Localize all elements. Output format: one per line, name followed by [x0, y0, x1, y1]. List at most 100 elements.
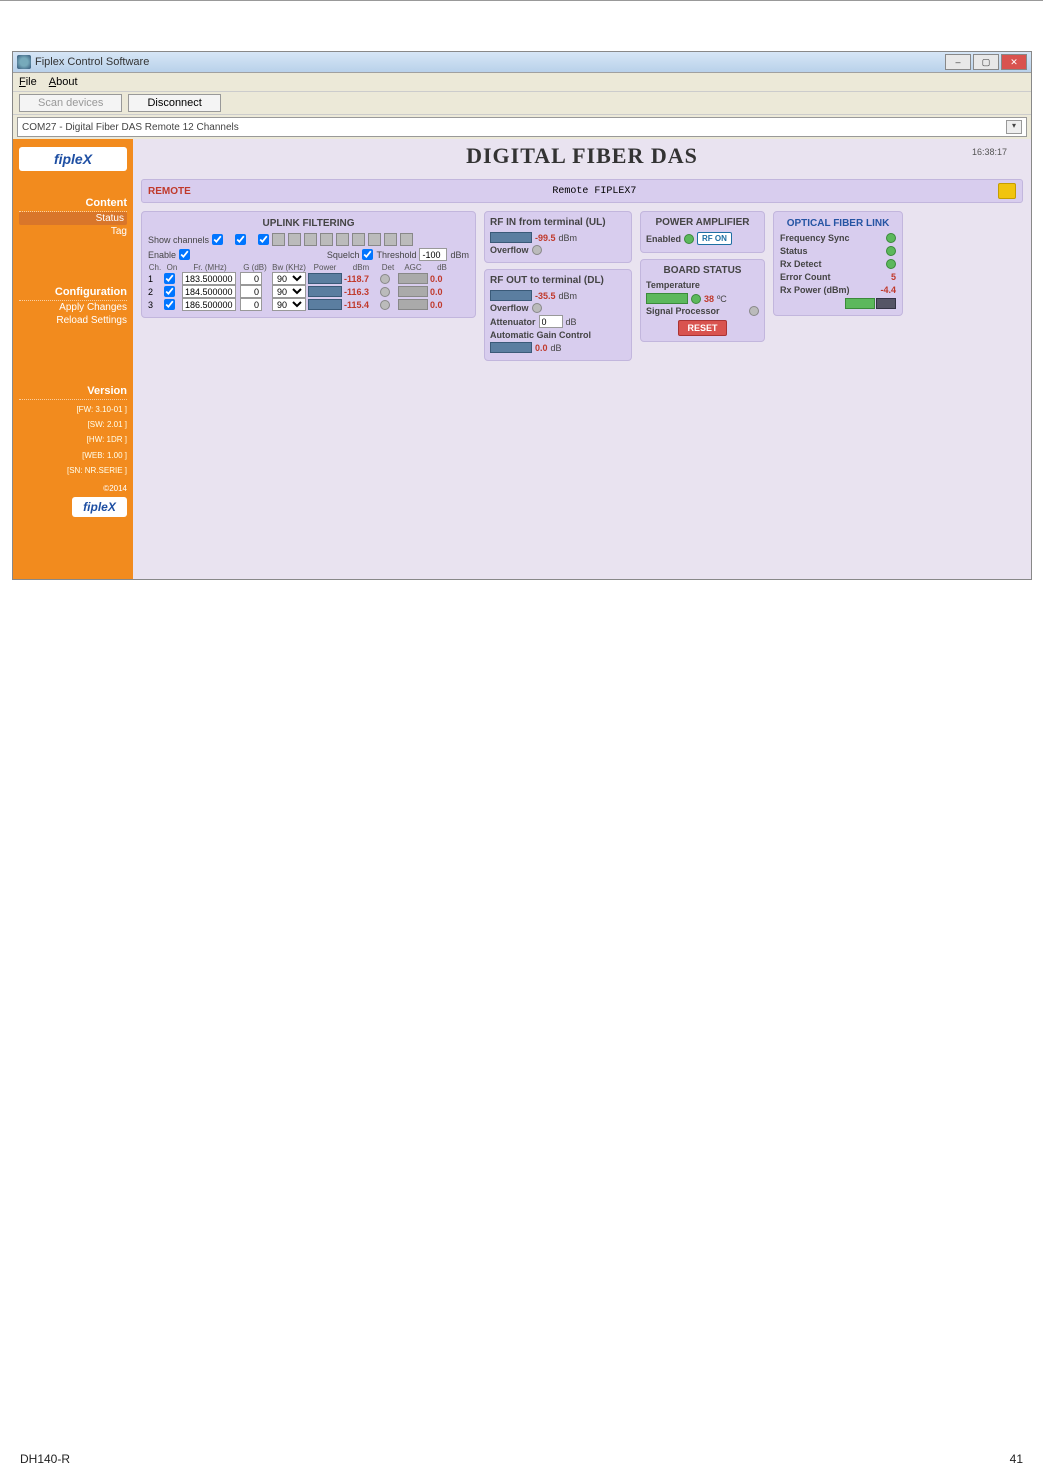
- show-ch-8[interactable]: [336, 233, 349, 246]
- disconnect-button[interactable]: Disconnect: [128, 94, 220, 112]
- pa-title: POWER AMPLIFIER: [646, 217, 759, 228]
- rf-out-panel: RF OUT to terminal (DL) -35.5 dBm Overfl…: [484, 269, 632, 361]
- optical-title: OPTICAL FIBER LINK: [780, 218, 896, 229]
- channel-row: 190-118.70.0: [148, 272, 469, 285]
- scan-devices-button[interactable]: Scan devices: [19, 94, 122, 112]
- rx-power-bar: [780, 298, 896, 309]
- ch-freq-input[interactable]: [182, 272, 236, 285]
- channel-row: 290-116.30.0: [148, 285, 469, 298]
- show-ch-7[interactable]: [320, 233, 333, 246]
- board-title: BOARD STATUS: [646, 265, 759, 276]
- show-ch-9[interactable]: [352, 233, 365, 246]
- rx-power-value: -4.4: [880, 285, 896, 295]
- sidebar-item-apply[interactable]: Apply Changes: [19, 301, 127, 314]
- sidebar-item-reload[interactable]: Reload Settings: [19, 314, 127, 327]
- agc-bar: [490, 342, 532, 353]
- version-sn: [SN: NR.SERIE ]: [19, 465, 127, 476]
- ch-on-checkbox[interactable]: [164, 273, 175, 284]
- show-ch-1[interactable]: [212, 234, 223, 245]
- ch-bw-select[interactable]: 90: [272, 285, 306, 298]
- rf-in-unit: dBm: [559, 233, 578, 243]
- temp-label: Temperature: [646, 280, 700, 290]
- show-ch-6[interactable]: [304, 233, 317, 246]
- copyright: ©2014: [19, 484, 127, 493]
- threshold-input[interactable]: [419, 248, 447, 261]
- error-count-label: Error Count: [780, 272, 831, 282]
- alert-icon[interactable]: [998, 183, 1016, 199]
- sp-label: Signal Processor: [646, 306, 720, 316]
- rf-in-overflow-led: [532, 245, 542, 255]
- ch-gain-input[interactable]: [240, 285, 262, 298]
- ch-det-led: [380, 300, 390, 310]
- version-hw: [HW: 1DR ]: [19, 434, 127, 445]
- sidebar-item-status[interactable]: Status: [19, 212, 127, 225]
- ch-agc-bar: [398, 299, 428, 310]
- freq-sync-led: [886, 233, 896, 243]
- ch-det-led: [380, 287, 390, 297]
- error-count-value: 5: [891, 272, 896, 282]
- page-footer: DH140-R 41: [20, 1452, 1023, 1466]
- version-sw: [SW: 2.01 ]: [19, 419, 127, 430]
- show-ch-3[interactable]: [258, 234, 269, 245]
- maximize-button[interactable]: ▢: [973, 54, 999, 70]
- rf-out-overflow-led: [532, 303, 542, 313]
- logo-footer: fipleX: [72, 497, 127, 517]
- ch-bw-select[interactable]: 90: [272, 298, 306, 311]
- ch-bw-select[interactable]: 90: [272, 272, 306, 285]
- sidebar-item-tag[interactable]: Tag: [19, 225, 127, 238]
- rx-power-label: Rx Power (dBm): [780, 285, 850, 295]
- chevron-down-icon: ▾: [1006, 120, 1022, 134]
- rf-in-bar: [490, 232, 532, 243]
- show-ch-4[interactable]: [272, 233, 285, 246]
- show-ch-2[interactable]: [235, 234, 246, 245]
- show-ch-11[interactable]: [384, 233, 397, 246]
- ch-num: 3: [148, 300, 162, 310]
- reset-button[interactable]: RESET: [678, 320, 726, 336]
- page-title: DIGITAL FIBER DAS: [141, 143, 1023, 169]
- menu-file[interactable]: FFileile: [19, 76, 37, 88]
- ch-freq-input[interactable]: [182, 298, 236, 311]
- agc-label: Automatic Gain Control: [490, 330, 591, 340]
- ch-agc-db: 0.0: [430, 287, 454, 297]
- sidebar-section-version: Version: [19, 385, 127, 400]
- show-ch-10[interactable]: [368, 233, 381, 246]
- rf-out-value: -35.5: [535, 291, 556, 301]
- device-combobox-text: COM27 - Digital Fiber DAS Remote 12 Chan…: [22, 122, 239, 133]
- ch-num: 2: [148, 287, 162, 297]
- remote-bar: REMOTE Remote FIPLEX7: [141, 179, 1023, 203]
- attenuator-input[interactable]: [539, 315, 563, 328]
- ch-det-led: [380, 274, 390, 284]
- ch-on-checkbox[interactable]: [164, 299, 175, 310]
- footer-page: 41: [1010, 1452, 1023, 1466]
- rf-in-overflow-label: Overflow: [490, 245, 529, 255]
- attenuator-label: Attenuator: [490, 317, 536, 327]
- enable-checkbox[interactable]: [179, 249, 190, 260]
- minimize-button[interactable]: –: [945, 54, 971, 70]
- show-ch-5[interactable]: [288, 233, 301, 246]
- logo: fipleX: [19, 147, 127, 171]
- show-channels-label: Show channels: [148, 235, 209, 245]
- status-led: [886, 246, 896, 256]
- enable-label: Enable: [148, 250, 176, 260]
- app-window: Fiplex Control Software – ▢ ✕ FFileile A…: [12, 51, 1032, 580]
- rf-out-title: RF OUT to terminal (DL): [490, 275, 626, 286]
- menu-about[interactable]: AAboutbout: [49, 76, 78, 88]
- close-button[interactable]: ✕: [1001, 54, 1027, 70]
- rf-out-overflow-label: Overflow: [490, 303, 529, 313]
- ch-gain-input[interactable]: [240, 298, 262, 311]
- channel-row: 390-115.40.0: [148, 298, 469, 311]
- ch-freq-input[interactable]: [182, 285, 236, 298]
- ch-gain-input[interactable]: [240, 272, 262, 285]
- device-combobox[interactable]: COM27 - Digital Fiber DAS Remote 12 Chan…: [17, 117, 1027, 137]
- ch-dbm: -118.7: [344, 274, 378, 284]
- ch-agc-bar: [398, 273, 428, 284]
- rf-out-bar: [490, 290, 532, 301]
- power-amplifier-panel: POWER AMPLIFIER Enabled RF ON: [640, 211, 765, 253]
- show-ch-12[interactable]: [400, 233, 413, 246]
- rf-on-button[interactable]: RF ON: [697, 232, 732, 245]
- squelch-checkbox[interactable]: [362, 249, 373, 260]
- pa-enabled-led: [684, 234, 694, 244]
- ch-on-checkbox[interactable]: [164, 286, 175, 297]
- ch-agc-db: 0.0: [430, 300, 454, 310]
- status-label: Status: [780, 246, 808, 256]
